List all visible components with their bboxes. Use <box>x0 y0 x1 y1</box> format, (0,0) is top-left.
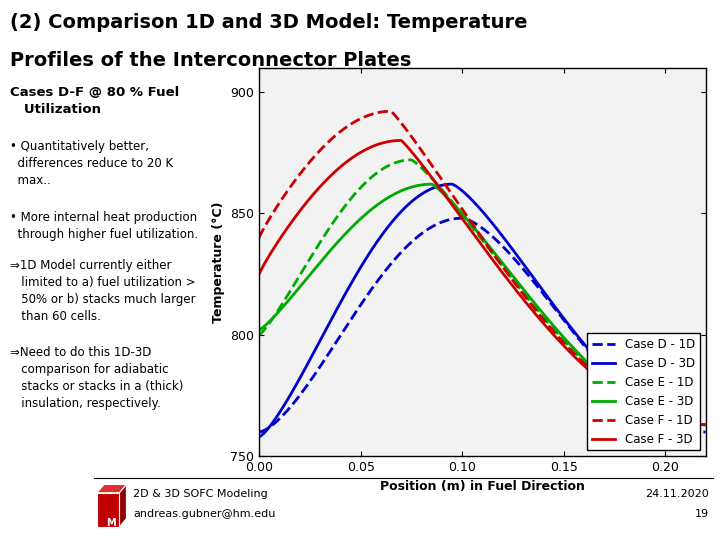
Text: Cases D-F @ 80 % Fuel
   Utilization: Cases D-F @ 80 % Fuel Utilization <box>10 86 179 117</box>
Polygon shape <box>120 484 127 527</box>
Text: Profiles of the Interconnector Plates: Profiles of the Interconnector Plates <box>10 51 411 70</box>
Text: • Quantitatively better,
  differences reduce to 20 K
  max..: • Quantitatively better, differences red… <box>10 140 174 187</box>
Text: ⇒1D Model currently either
   limited to a) fuel utilization >
   50% or b) stac: ⇒1D Model currently either limited to a)… <box>10 259 196 323</box>
Text: (2) Comparison 1D and 3D Model: Temperature: (2) Comparison 1D and 3D Model: Temperat… <box>10 14 528 32</box>
Text: M: M <box>106 518 116 528</box>
Legend: Case D - 1D, Case D - 3D, Case E - 1D, Case E - 3D, Case F - 1D, Case F - 3D: Case D - 1D, Case D - 3D, Case E - 1D, C… <box>587 333 700 450</box>
Text: • More internal heat production
  through higher fuel utilization.: • More internal heat production through … <box>10 211 198 241</box>
Y-axis label: Temperature (°C): Temperature (°C) <box>212 201 225 322</box>
Text: ⇒Need to do this 1D-3D
   comparison for adiabatic
   stacks or stacks in a (thi: ⇒Need to do this 1D-3D comparison for ad… <box>10 346 184 410</box>
Text: 24.11.2020: 24.11.2020 <box>645 489 709 499</box>
Polygon shape <box>97 484 127 492</box>
Text: andreas.gubner@hm.edu: andreas.gubner@hm.edu <box>133 509 276 519</box>
X-axis label: Position (m) in Fuel Direction: Position (m) in Fuel Direction <box>380 480 585 492</box>
Text: 2D & 3D SOFC Modeling: 2D & 3D SOFC Modeling <box>133 489 268 499</box>
Text: 19: 19 <box>695 509 709 519</box>
Polygon shape <box>97 492 120 527</box>
